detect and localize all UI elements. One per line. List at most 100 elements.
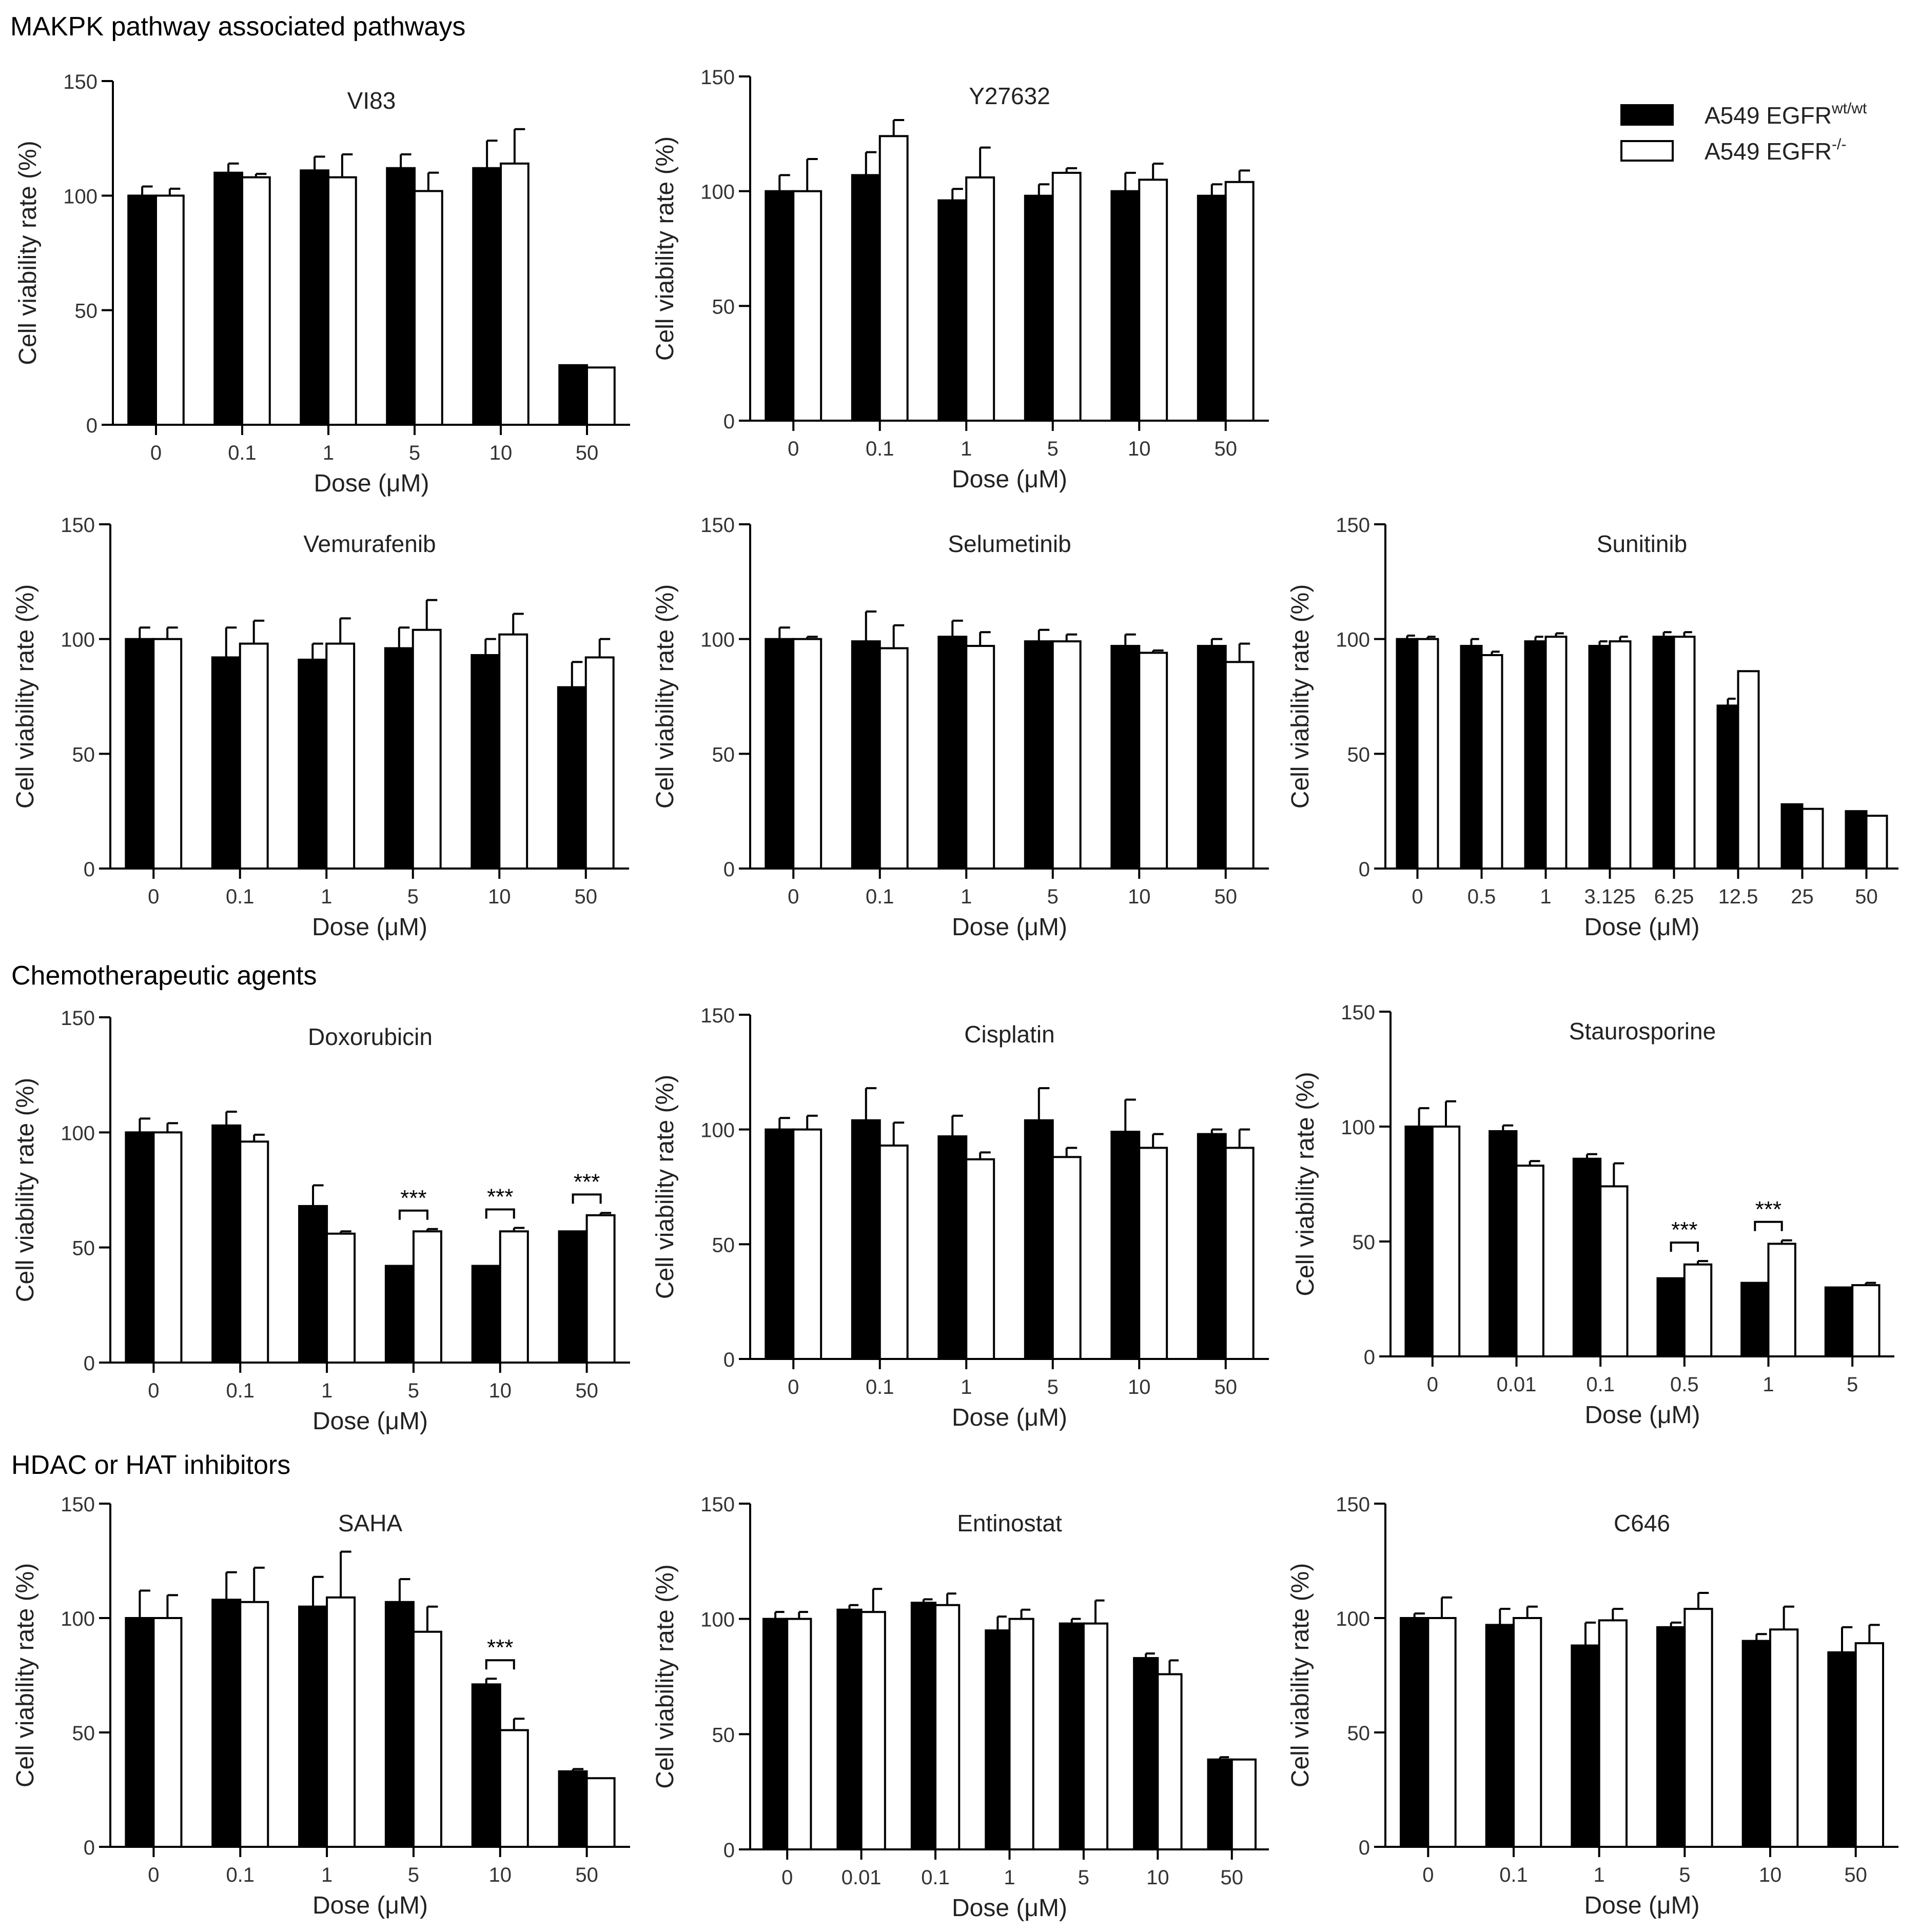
bar-ko [1431,1126,1461,1357]
y-tick-label: 0 [1364,1346,1375,1369]
bar-wt [1024,194,1054,422]
bar-ko [152,1617,183,1848]
y-tick-label: 100 [1336,629,1370,652]
legend-label: A549 EGFRwt/wt [1705,100,1867,129]
x-tick-label: 5 [407,885,419,908]
x-tick-label: 5 [409,442,420,464]
bar-wt [300,169,329,426]
x-tick-label: 10 [1146,1866,1169,1889]
bar-wt [471,654,501,870]
x-tick-label: 50 [1215,885,1238,908]
x-tick-label: 0 [788,1376,799,1398]
bar-ko [1599,1185,1629,1357]
x-tick-label: 0.1 [226,885,254,908]
bar-wt [937,199,968,422]
bar-wt [471,1683,501,1848]
bar-wt [1656,1277,1686,1357]
legend-superscript: -/- [1832,136,1846,153]
y-tick-label: 100 [700,1119,735,1142]
y-axis-label: Cell viability rate (%) [12,1563,39,1787]
bar-wt [557,686,587,870]
legend-swatch [1620,104,1674,126]
bar-ko [1854,1642,1885,1848]
bar-wt [558,1770,588,1848]
bar-ko [499,1729,529,1848]
bar-ko [1683,1608,1713,1848]
bar-ko [584,656,615,870]
bar-wt [211,656,241,870]
bar-ko [325,642,356,870]
x-axis-label: Dose (μM) [952,466,1067,493]
bar-wt [1845,810,1868,870]
bar-wt [211,1599,242,1848]
significance-bracket [485,1659,515,1670]
significance-label: *** [574,1169,600,1194]
y-tick-label: 50 [72,1722,95,1745]
x-tick-label: 0 [148,1379,159,1402]
bar-wt [298,1205,328,1364]
bar-ko [412,1630,442,1848]
y-tick-label: 150 [1336,514,1370,537]
bar-wt [1024,1119,1054,1361]
bar-ko [1138,652,1168,870]
y-tick-label: 150 [63,71,97,93]
bar-wt [384,1265,415,1364]
chart-title: Y27632 [969,83,1050,109]
x-tick-label: 10 [489,1864,512,1886]
legend: A549 EGFRwt/wt A549 EGFR-/- [1620,100,1867,165]
bar-ko [326,1232,356,1364]
bar-wt [1110,190,1141,422]
y-axis-label: Cell viability rate (%) [1287,1563,1314,1787]
x-tick-label: 25 [1791,885,1814,908]
bar-ko [585,1214,616,1364]
bar-wt [298,1605,328,1848]
x-tick-label: 1 [321,1379,332,1402]
bar-ko [1515,1165,1544,1357]
bar-ko [1673,636,1696,870]
bar-ko [1801,807,1824,870]
bar-ko [1157,1673,1183,1850]
x-axis-label: Dose (μM) [1584,1892,1700,1919]
bar-wt [1716,704,1739,870]
bar-wt [125,638,155,870]
bar-ko [792,638,823,870]
section-title-hdac: HDAC or HAT inhibitors [11,1450,291,1480]
bar-wt [1572,1157,1602,1357]
bar-wt [558,364,588,426]
x-tick-label: 10 [1128,1376,1151,1398]
bar-ko [152,638,183,870]
x-tick-label: 0 [1422,1864,1434,1886]
bar-wt [985,1629,1011,1850]
bar-ko [1051,1156,1082,1360]
bar-wt [1489,1130,1518,1357]
x-tick-label: 0.01 [841,1866,882,1889]
chart-title: Cisplatin [964,1021,1054,1048]
legend-superscript: wt/wt [1831,100,1867,117]
bar-ko [1051,171,1082,422]
bar-ko [965,176,995,422]
x-tick-label: 5 [408,1864,419,1886]
y-tick-label: 50 [1347,1722,1370,1745]
x-tick-label: 0 [788,885,799,908]
y-tick-label: 50 [75,300,98,323]
y-tick-label: 0 [723,858,735,881]
y-tick-label: 150 [700,514,735,537]
bar-ko [1598,1619,1628,1848]
y-axis-label: Cell viability rate (%) [1287,584,1314,809]
y-tick-label: 100 [63,185,97,208]
bar-ko [1683,1263,1713,1358]
y-tick-label: 0 [723,1349,735,1371]
bar-wt [851,1119,881,1361]
bar-wt [1740,1282,1770,1357]
x-tick-label: 10 [1128,438,1151,460]
bar-wt [1741,1640,1772,1848]
x-axis-label: Dose (μM) [312,1408,428,1435]
bar-ko [1138,1147,1168,1361]
x-tick-label: 0 [150,442,162,464]
